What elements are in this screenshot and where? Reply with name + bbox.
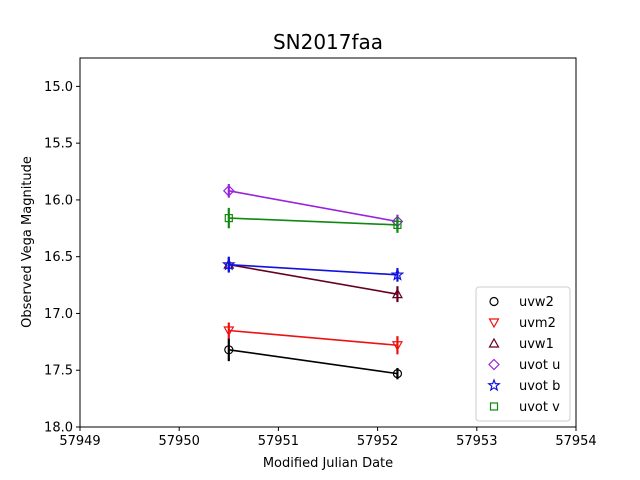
data-point: [221, 257, 236, 271]
legend-marker: [488, 358, 500, 371]
y-tick-label: 17.0: [44, 307, 73, 322]
plot-frame: [79, 57, 577, 428]
legend-label: uvm2: [519, 316, 556, 331]
series-uvw1: [223, 257, 403, 303]
y-tick-label: 18.0: [44, 421, 73, 436]
x-tick-label: 57950: [159, 434, 200, 449]
y-tick-label: 15.0: [44, 80, 73, 95]
legend-entry: uvm2: [488, 316, 556, 331]
legend-marker: [488, 318, 500, 329]
data-point: [390, 267, 405, 281]
legend-label: uvot b: [519, 379, 560, 394]
data-point: [224, 213, 233, 223]
legend-label: uvot v: [519, 400, 560, 415]
plot-marks: [221, 184, 405, 380]
y-tick-label: 17.5: [44, 364, 73, 379]
series-line: [228, 348, 398, 375]
legend: uvw2 uvm2 uvw1 uvot u uvot b uvot v: [475, 286, 571, 422]
legend-marker: [487, 378, 501, 392]
data-point: [393, 220, 402, 230]
series-uvot-v: [224, 207, 402, 233]
x-tick-label: 57952: [357, 434, 398, 449]
legend-box: [475, 286, 571, 422]
legend-marker: [489, 402, 499, 411]
legend-label: uvw1: [519, 337, 554, 352]
y-axis-ticks: 15.0 15.5 16.0 16.5 17.0 17.5 18.0: [44, 80, 80, 436]
legend-entry: uvw1: [488, 337, 554, 352]
legend-label: uvot u: [519, 358, 560, 373]
data-point: [222, 184, 235, 197]
x-tick-label: 57953: [456, 434, 497, 449]
legend-entry: uvot b: [487, 378, 560, 394]
legend-label: uvw2: [519, 295, 554, 310]
data-point: [391, 341, 403, 351]
chart-title: SN2017faa: [273, 30, 383, 54]
data-point: [224, 345, 234, 355]
y-tick-label: 15.5: [44, 137, 73, 152]
series-uvm2: [223, 322, 403, 355]
x-tick-label: 57954: [555, 434, 596, 449]
series-uvw2: [224, 338, 403, 380]
series-uvot-b: [221, 256, 405, 282]
data-point: [223, 326, 235, 337]
x-axis-label: Modified Julian Date: [263, 456, 393, 471]
series-line: [228, 190, 398, 223]
series-line: [228, 263, 398, 295]
legend-marker: [489, 296, 499, 307]
data-point: [391, 288, 403, 299]
x-tick-label: 57949: [59, 434, 100, 449]
x-axis-ticks: 57949 57950 57951 57952 57953 57954: [59, 427, 597, 449]
y-tick-label: 16.5: [44, 250, 73, 265]
legend-entry: uvot u: [488, 358, 560, 373]
x-tick-label: 57951: [258, 434, 299, 449]
legend-entry: uvw2: [489, 295, 554, 310]
y-tick-label: 16.0: [44, 193, 73, 208]
series-line: [228, 263, 398, 276]
data-point: [392, 369, 403, 379]
series-line: [228, 329, 398, 347]
series-line: [228, 217, 398, 226]
legend-marker: [488, 337, 500, 348]
legend-entry: uvot v: [489, 400, 560, 415]
y-axis-label: Observed Vega Magnitude: [20, 156, 35, 328]
